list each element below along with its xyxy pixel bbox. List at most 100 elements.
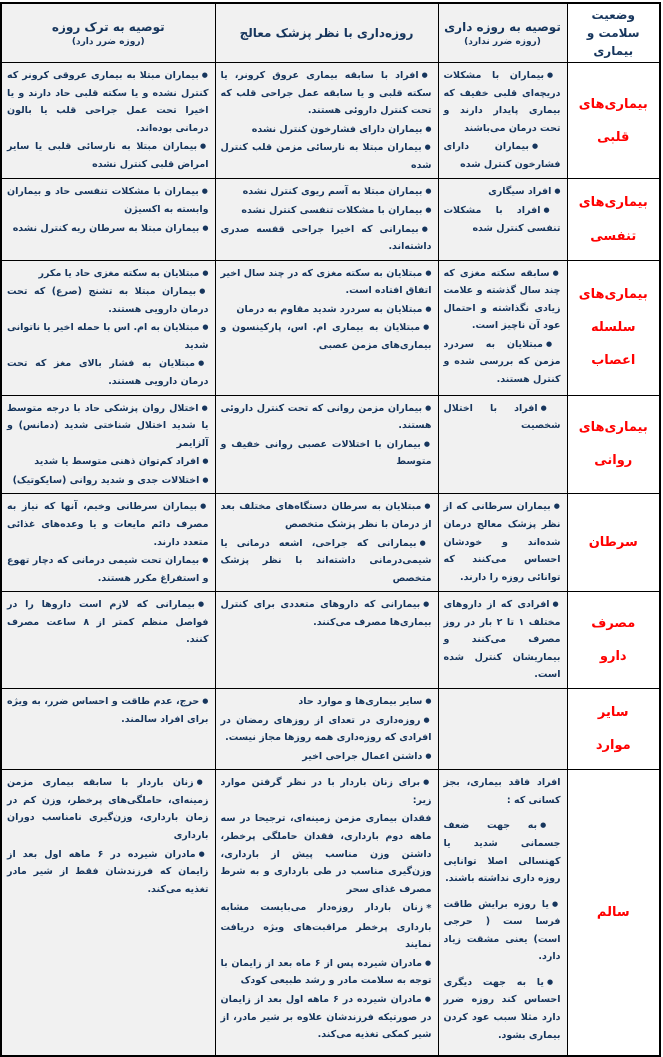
- advice-item: ●افراد سیگاری: [444, 183, 561, 201]
- advice-item: ●افراد کم‌توان ذهنی متوسط یا شدید: [7, 453, 208, 471]
- advice-item: ●مبتلایان به سرطان دستگاه‌های مختلف بعد …: [221, 498, 432, 533]
- cell-quit-advice: ●اختلال روان پزشکی حاد با درجه متوسط یا …: [0, 394, 216, 495]
- header-status-column: وضعیت سلامت و بیماری: [566, 2, 661, 63]
- dot-bullet-icon: ●: [425, 697, 432, 705]
- advice-text: بیماران مبتلا به سرطان ریه کنترل نشده: [12, 222, 200, 234]
- row-label: بیماری‌های تنفسی: [566, 178, 661, 261]
- advice-text: زنان باردار روزه‌دار می‌بایست مشابه بارد…: [220, 902, 432, 951]
- advice-text: بیماران با مشکلات تنفسی حاد و بیماران وا…: [7, 186, 209, 215]
- header-status-line2: سلامت و بیماری: [586, 26, 640, 58]
- table-row: سایر موارد ●سایر بیماری‌ها و موارد حاد ●رو…: [0, 687, 661, 771]
- header-fast-column: توصیه به روزه داری (روزه ضرر ندارد): [437, 2, 568, 63]
- dot-bullet-icon: ●: [199, 287, 209, 296]
- cell-fast-advice: [437, 687, 568, 771]
- cell-quit-advice: ●بیماران سرطانی وخیم، آنها که نیاز به مص…: [0, 493, 216, 593]
- dot-bullet-icon: ●: [553, 502, 561, 511]
- advice-text: افرادی که از داروهای مختلف ۱ تا ۲ بار در…: [443, 599, 561, 681]
- dot-bullet-icon: ●: [552, 268, 561, 277]
- advice-text: اختلالات جدی و شدید روانی (سایکوتیک): [12, 474, 200, 486]
- cell-doctor-advice: ●افراد با سابقه بیماری عروق کرونر، یا سک…: [214, 61, 439, 180]
- advice-text: بیماران با مشکلات تنفسی کنترل نشده: [241, 204, 423, 216]
- advice-text: داشتن اعمال جراحی اخیر: [302, 750, 423, 762]
- advice-item: ●زنان باردار با سابقه بیماری مزمن زمینه‌…: [7, 774, 209, 844]
- advice-text: روزه‌داری در تعدای از روزهای رمضان در اف…: [220, 714, 432, 744]
- cell-quit-advice: ●زنان باردار با سابقه بیماری مزمن زمینه‌…: [0, 769, 216, 1057]
- cell-fast-advice: ●افرادی که از داروهای مختلف ۱ تا ۲ بار د…: [437, 591, 568, 689]
- table-row: بیماری‌های روانی ●افراد با اختلال شخصیت ●ب…: [0, 394, 661, 495]
- advice-text: بیماران با اختلالات عصبی روانی خفیف و مت…: [220, 438, 432, 468]
- advice-item: ●بیماران مبتلا به نارسائی قلبی یا سایر ا…: [7, 138, 209, 173]
- dot-bullet-icon: ●: [425, 187, 432, 196]
- row-label: مصرف دارو: [566, 591, 661, 689]
- advice-text: بیماران سرطانی که از نظر پزشک معالج درما…: [443, 501, 561, 583]
- advice-item: ●بیماران با اختلالات عصبی روانی خفیف و م…: [221, 436, 432, 471]
- advice-text: مبتلایان به سکته مغزی که در چند سال اخیر…: [220, 267, 432, 297]
- advice-item: ●یا روزه برایش طاقت فرسا ست ( حرجی است) …: [444, 896, 561, 966]
- advice-text: سابقه سکته مغزی که چند سال گذشته و علامت…: [443, 267, 561, 332]
- advice-item: ●حرج، عدم طاقت و احساس ضرر، به ویژه برای…: [7, 693, 209, 728]
- dot-bullet-icon: ●: [201, 71, 209, 79]
- cell-doctor-advice: ●مبتلایان به سرطان دستگاه‌های مختلف بعد …: [214, 493, 439, 593]
- dot-bullet-icon: ●: [531, 142, 561, 151]
- dot-bullet-icon: ●: [202, 268, 209, 277]
- advice-text: یا روزه برایش طاقت فرسا ست ( حرجی است) ی…: [443, 898, 561, 963]
- table-header: وضعیت سلامت و بیماری توصیه به روزه داری …: [0, 2, 661, 63]
- dot-bullet-icon: ●: [554, 187, 561, 196]
- dot-bullet-icon: ●: [545, 339, 561, 348]
- dot-bullet-icon: ●: [540, 403, 561, 412]
- cell-doctor-advice: ●مبتلایان به سکته مغزی که در چند سال اخی…: [214, 259, 439, 396]
- cell-fast-advice: ●بیماران سرطانی که از نظر پزشک معالج درم…: [437, 493, 568, 593]
- advice-text: مبتلایان به ام. اس با حمله اخیر یا ناتوا…: [7, 322, 209, 351]
- dot-bullet-icon: ●: [552, 600, 561, 609]
- advice-text: مبتلایان به فشار بالای مغز که تحت درمان …: [7, 358, 209, 387]
- advice-item: ●یا به جهت دیگری احساس کند روزه ضرر دارد…: [444, 974, 561, 1044]
- advice-item: ●سایر بیماری‌ها و موارد حاد: [221, 693, 432, 711]
- advice-text: افراد سیگاری: [488, 186, 552, 198]
- advice-text: بیماران مبتلا به بیماری عروقی کرونر که ک…: [7, 70, 209, 134]
- dot-bullet-icon: ●: [424, 502, 432, 511]
- dot-bullet-icon: ●: [424, 143, 432, 152]
- header-fast-subtitle: (روزه ضرر ندارد): [464, 36, 541, 47]
- dot-bullet-icon: ●: [546, 977, 561, 986]
- advice-text: بیمارانی که اخیرا جراحی قفسه صدری داشته‌…: [220, 223, 432, 253]
- row-label: سرطان: [566, 493, 661, 593]
- dot-bullet-icon: ●: [419, 538, 432, 547]
- cell-fast-advice: افراد فاقد بیماری، بجز کسانی که : ●به جهت…: [437, 769, 568, 1057]
- advice-item: ●بیماران دارای فشارخون کنترل شده: [444, 138, 561, 173]
- dot-bullet-icon: ●: [202, 556, 209, 565]
- dot-bullet-icon: ●: [425, 268, 432, 277]
- advice-item: ●افراد با سابقه بیماری عروق کرونر، یا سک…: [221, 67, 432, 120]
- advice-item: ●روزه‌داری در تعدای از روزهای رمضان در ا…: [221, 712, 432, 747]
- advice-item: *زنان باردار روزه‌دار می‌بایست مشابه بار…: [221, 899, 432, 954]
- row-label: سالم: [566, 769, 661, 1057]
- dot-bullet-icon: ●: [197, 600, 209, 609]
- dot-bullet-icon: ●: [202, 475, 209, 484]
- table-row: سالم افراد فاقد بیماری، بجز کسانی که : ●به…: [0, 769, 661, 1057]
- advice-text: افراد با اختلال شخصیت: [443, 402, 561, 432]
- dot-bullet-icon: ●: [424, 994, 432, 1003]
- dot-bullet-icon: ●: [543, 205, 561, 214]
- advice-item: ●مبتلایان به سکته مغزی حاد یا مکرر: [7, 265, 209, 283]
- table-body: بیماری‌های قلبی ●بیماران با مشکلات دریچه‌…: [0, 61, 661, 1057]
- dot-bullet-icon: ●: [202, 323, 209, 332]
- table-row: مصرف دارو ●افرادی که از داروهای مختلف ۱ ت…: [0, 591, 661, 689]
- advice-text: افراد فاقد بیماری، بجز کسانی که :: [443, 777, 561, 806]
- advice-text: مادران شیرده در ۶ ماهه اول بعد از زایمان…: [7, 848, 209, 895]
- advice-item: ●مبتلایان به ام. اس با حمله اخیر یا ناتو…: [7, 319, 209, 354]
- table-row: بیماری‌های تنفسی ●افراد سیگاری ●افراد با م…: [0, 178, 661, 261]
- advice-text: بیماران مزمن روانی که تحت کنترل داروئی ه…: [220, 402, 432, 432]
- dot-bullet-icon: ●: [201, 187, 209, 196]
- dot-bullet-icon: ●: [421, 224, 432, 233]
- advice-item: ●بیماران با مشکلات تنفسی حاد و بیماران و…: [7, 183, 209, 218]
- asterisk-bullet-icon: *: [426, 903, 432, 915]
- advice-item: ●بیماران سرطانی که از نظر پزشک معالج درم…: [444, 498, 561, 586]
- row-label: بیماری‌های روانی: [566, 394, 661, 495]
- advice-text: مبتلایان به سردرد مزمن که بررسی شده و کن…: [443, 338, 561, 385]
- advice-text: زنان باردار با سابقه بیماری مزمن زمینه‌ا…: [7, 777, 209, 841]
- advice-text: بیماران مبتلا به تشنج (صرع) که تحت درمان…: [7, 286, 209, 315]
- advice-item: ●مبتلایان به سکته مغزی که در چند سال اخی…: [221, 265, 432, 300]
- dot-bullet-icon: ●: [423, 715, 432, 724]
- cell-quit-advice: ●حرج، عدم طاقت و احساس ضرر، به ویژه برای…: [0, 687, 216, 771]
- advice-item: ●اختلال روان پزشکی حاد با درجه متوسط یا …: [7, 400, 209, 453]
